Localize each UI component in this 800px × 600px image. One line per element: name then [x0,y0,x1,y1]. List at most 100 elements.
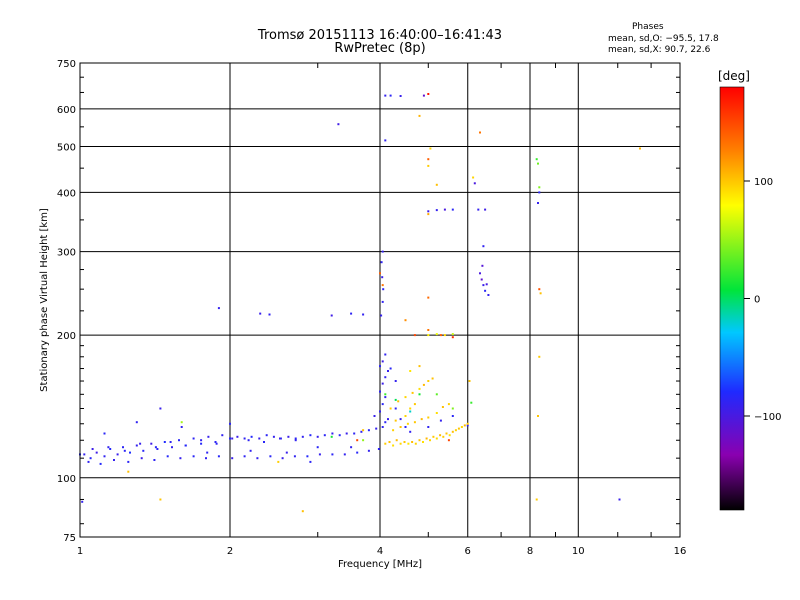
echo-point [482,284,485,287]
echo-point [414,442,417,445]
echo-point [397,400,400,403]
echo-point [413,334,416,337]
echo-point [381,382,384,385]
echo-point [81,500,84,503]
echo-point [153,459,156,461]
echo-point [451,333,454,336]
echo-point [362,429,365,432]
y-tick-label: 500 [57,142,76,153]
echo-point [107,446,110,449]
echo-point [367,449,370,452]
echo-point [381,300,384,303]
echo-point [192,437,195,440]
echo-point [447,439,450,442]
echo-point [427,416,430,419]
echo-point [479,131,481,134]
echo-point [337,123,340,126]
echo-point [447,403,450,406]
echo-point [362,439,365,442]
echo-point [294,439,297,442]
echo-point [279,437,281,440]
echo-point [179,457,182,460]
echo-point [439,334,442,337]
echo-point [91,448,94,450]
echo-point [538,355,541,358]
echo-point [331,453,334,456]
echo-point [411,441,414,443]
echo-point [473,182,476,185]
echo-point [409,407,412,410]
x-tick-label: 16 [674,546,687,557]
echo-point [399,95,402,97]
echo-point [435,183,438,186]
echo-point [435,412,438,414]
echo-point [439,419,442,422]
echo-point [200,439,203,442]
echo-point [485,283,488,286]
echo-point [384,94,387,97]
echo-point [256,457,259,460]
echo-point [99,462,102,465]
echo-point [166,455,169,458]
echo-point [156,448,159,450]
echo-point [281,457,284,460]
echo-point [399,426,402,428]
echo-point [323,434,326,437]
echo-point [409,430,412,433]
echo-point [418,365,421,368]
colorbar [719,86,745,511]
echo-point [404,426,407,428]
echo-points [79,93,641,513]
echo-point [384,353,387,356]
echo-point [171,446,173,449]
echo-point [537,415,539,417]
echo-point [180,426,183,428]
echo-point [127,470,130,473]
echo-point [392,429,395,432]
echo-point [140,457,143,460]
echo-point [442,435,445,438]
echo-point [247,439,250,442]
echo-point [443,208,446,211]
y-tick-label: 200 [57,331,76,342]
echo-point [535,158,538,161]
x-tick-label: 6 [465,546,471,557]
echo-point [411,391,414,394]
y-tick-label: 400 [57,188,76,199]
echo-point [427,158,430,161]
echo-point [387,370,389,372]
echo-point [309,434,312,437]
echo-point [205,457,207,460]
y-tick-label: 300 [57,248,76,259]
echo-point [381,426,384,428]
echo-point [330,435,333,438]
echo-point [407,442,410,445]
echo-point [443,334,446,337]
echo-point [103,432,106,435]
echo-point [387,418,389,421]
echo-point [293,455,296,458]
echo-point [217,307,220,310]
echo-point [154,446,157,449]
echo-point [418,387,421,390]
echo-point [538,186,541,189]
echo-point [381,403,384,406]
echo-point [163,441,166,443]
echo-point [362,313,365,316]
echo-point [388,441,391,443]
echo-point [538,288,541,291]
echo-point [381,250,384,253]
phase-stats-x-mode: mean, sd,X: 90.7, 22.6 [608,45,711,55]
echo-point [422,94,425,97]
colorbar-label: [deg] [718,69,750,83]
echo-point [277,460,280,463]
x-axis-label: Frequency [MHz] [338,559,422,570]
echo-point [535,498,538,501]
echo-point [258,437,261,440]
echo-point [142,449,145,452]
echo-point [294,437,297,440]
echo-point [380,261,383,264]
echo-point [360,430,363,433]
echo-point [353,432,356,435]
echo-point [375,427,378,430]
